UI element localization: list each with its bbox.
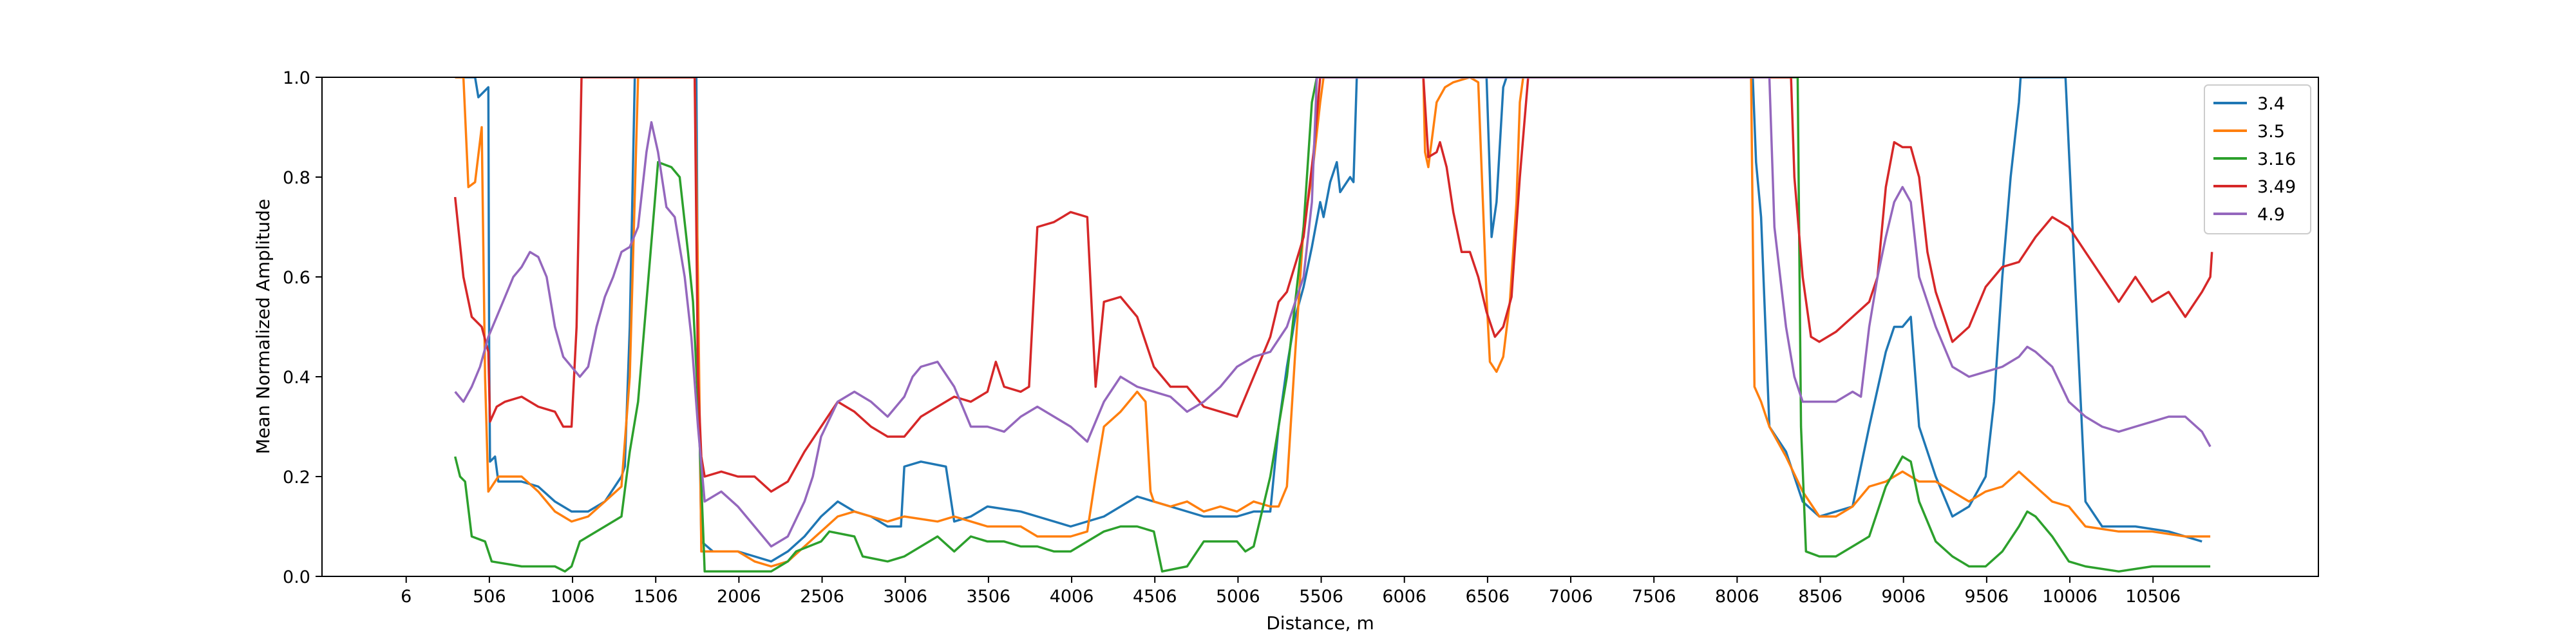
x-axis-label: Distance, m (1266, 612, 1374, 634)
x-tick-label: 1006 (551, 587, 595, 607)
x-tick-label: 3006 (883, 587, 927, 607)
x-tick-label: 6506 (1466, 587, 1510, 607)
y-tick-label: 0.4 (283, 368, 310, 388)
series-line-0 (455, 77, 2202, 563)
legend-entry: 3.16 (2257, 149, 2296, 169)
series-line-4 (454, 77, 2211, 548)
y-tick-label: 0.6 (283, 268, 310, 288)
x-tick-label: 10506 (2125, 587, 2181, 607)
x-axis: 6 506 1006 1506 2006 2506 3006 3506 4006 4506 5006… (401, 576, 2181, 607)
x-tick-label: 10006 (2042, 587, 2098, 607)
x-tick-label: 6006 (1382, 587, 1426, 607)
legend-entry: 3.4 (2257, 94, 2285, 114)
y-tick-label: 0.8 (283, 168, 310, 188)
x-tick-label: 4506 (1133, 587, 1177, 607)
x-tick-label: 5006 (1216, 587, 1260, 607)
legend: 3.4 3.5 3.16 3.49 4.9 (2204, 84, 2311, 234)
x-tick-label: 8006 (1715, 587, 1759, 607)
legend-box (2204, 84, 2311, 234)
x-tick-label: 506 (473, 587, 506, 607)
x-tick-label: 8506 (1798, 587, 1842, 607)
x-tick-label: 9506 (1965, 587, 2009, 607)
y-tick-label: 1.0 (283, 68, 310, 88)
series-line-1 (455, 77, 2211, 568)
x-tick-label: 2506 (800, 587, 844, 607)
legend-entry: 3.5 (2257, 122, 2285, 142)
legend-entry: 3.49 (2257, 177, 2296, 197)
plot-frame (321, 77, 2319, 577)
y-axis-label: Mean Normalized Amplitude (252, 199, 274, 454)
x-tick-label: 9006 (1881, 587, 1926, 607)
x-tick-label: 5506 (1299, 587, 1343, 607)
series-line-2 (454, 77, 2211, 573)
x-tick-label: 7006 (1549, 587, 1593, 607)
x-tick-label: 2006 (717, 587, 761, 607)
y-tick-label: 0.0 (283, 567, 310, 587)
y-tick-label: 0.2 (283, 468, 310, 488)
legend-entry: 4.9 (2257, 205, 2285, 225)
x-tick-label: 1506 (634, 587, 678, 607)
x-tick-label: 6 (401, 587, 412, 607)
series-line-3 (453, 77, 2213, 493)
x-tick-label: 3506 (967, 587, 1011, 607)
series-layer (453, 77, 2213, 573)
x-tick-label: 4006 (1050, 587, 1094, 607)
x-tick-label: 7506 (1632, 587, 1676, 607)
y-axis: 0.0 0.2 0.4 0.6 0.8 1.0 (283, 68, 322, 587)
